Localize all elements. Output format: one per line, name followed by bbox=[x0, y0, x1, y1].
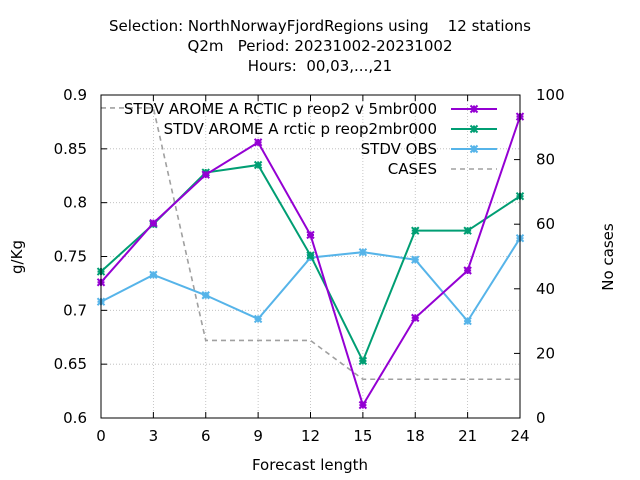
x-tick-label: 9 bbox=[253, 427, 263, 445]
y-tick-label: 0.65 bbox=[54, 355, 87, 373]
y-tick-label: 0.8 bbox=[63, 194, 87, 212]
data-point bbox=[306, 230, 315, 240]
chart-title-line-2: Q2m Period: 20231002-20231002 bbox=[187, 37, 453, 55]
x-axis-label: Forecast length bbox=[252, 456, 368, 474]
data-point bbox=[358, 356, 368, 366]
data-point bbox=[358, 400, 368, 410]
y2-tick-label: 100 bbox=[536, 86, 565, 104]
data-point bbox=[411, 313, 420, 323]
y-tick-label: 0.9 bbox=[63, 86, 87, 104]
data-point bbox=[469, 104, 479, 114]
y2-tick-label: 0 bbox=[536, 409, 546, 427]
legend-label: STDV AROME A rctic p reop2mbr000 bbox=[164, 120, 437, 138]
x-tick-label: 21 bbox=[458, 427, 477, 445]
data-point bbox=[469, 144, 479, 154]
y-axis-label: g/Kg bbox=[8, 240, 26, 274]
y-tick-label: 0.85 bbox=[54, 140, 87, 158]
y2-tick-label: 40 bbox=[536, 280, 555, 298]
data-point bbox=[411, 226, 420, 235]
series-layer bbox=[96, 107, 525, 410]
data-point bbox=[201, 170, 210, 179]
data-point bbox=[463, 316, 472, 326]
legend-label: CASES bbox=[388, 160, 437, 178]
chart-title-line-3: Hours: 00,03,...,21 bbox=[247, 57, 393, 75]
axes: 0 3 6 9 12 15 18 21 24 0.6 0.65 0.7 0.75 0.8 0.85 0.9 0 2… bbox=[54, 86, 565, 445]
legend-label: STDV OBS bbox=[361, 140, 437, 158]
legend: STDV AROME A RCTIC p reop2 v 5mbr000 STDV… bbox=[124, 100, 497, 178]
y-tick-label: 0.75 bbox=[54, 248, 87, 266]
grid bbox=[101, 95, 520, 418]
data-point bbox=[201, 291, 210, 300]
legend-label: STDV AROME A RCTIC p reop2 v 5mbr000 bbox=[124, 100, 437, 118]
data-point bbox=[253, 314, 263, 324]
data-point bbox=[463, 266, 472, 275]
x-tick-label: 24 bbox=[510, 427, 529, 445]
data-point bbox=[149, 218, 158, 228]
x-tick-label: 6 bbox=[201, 427, 211, 445]
data-point bbox=[306, 251, 315, 260]
y2-axis-label: No cases bbox=[599, 223, 617, 291]
y2-tick-label: 80 bbox=[536, 151, 555, 169]
y-tick-label: 0.7 bbox=[63, 301, 87, 319]
y-tick-label: 0.6 bbox=[63, 409, 87, 427]
y2-tick-label: 20 bbox=[536, 344, 555, 362]
data-point bbox=[253, 160, 263, 170]
data-point bbox=[358, 247, 368, 257]
data-point bbox=[253, 138, 263, 147]
y2-tick-label: 60 bbox=[536, 215, 555, 233]
x-tick-label: 12 bbox=[301, 427, 320, 445]
x-tick-label: 3 bbox=[149, 427, 159, 445]
x-tick-label: 0 bbox=[96, 427, 106, 445]
data-point bbox=[411, 255, 420, 264]
data-point bbox=[469, 124, 479, 134]
x-tick-label: 15 bbox=[353, 427, 372, 445]
data-point bbox=[463, 226, 472, 235]
data-point bbox=[149, 270, 158, 280]
chart-title-line-1: Selection: NorthNorwayFjordRegions using… bbox=[108, 17, 531, 35]
x-tick-label: 18 bbox=[406, 427, 425, 445]
